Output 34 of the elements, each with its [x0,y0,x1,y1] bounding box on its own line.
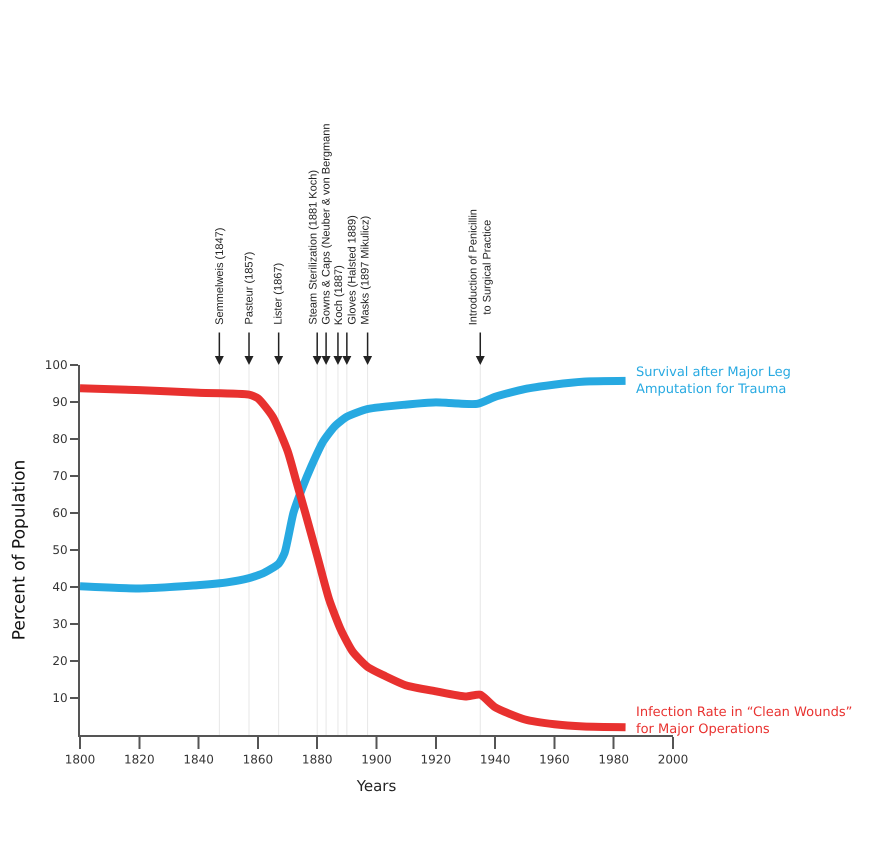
x-tick-label: 1880 [302,752,332,766]
x-tick-label: 2000 [658,752,688,766]
ref-line-label: Pasteur (1857) [244,252,256,325]
ref-line-label: Steam Sterilization (1881 Koch) [308,170,320,325]
x-tick-label: 1900 [361,752,392,766]
series-label: Infection Rate in “Clean Wounds” for Major Operations [636,705,852,737]
y-tick-label: 10 [52,691,68,706]
x-tick-label: 1920 [420,752,452,766]
x-tick-label: 1840 [183,752,214,766]
x-tick-label: 1820 [124,752,155,766]
ref-line-label: Gowns & Caps (Neuber & von Bergmann [320,123,333,325]
y-tick-label: 80 [52,432,68,446]
x-tick-label: 1800 [64,752,96,766]
series-label: Survival after Major Leg Amputation for Trauma [636,365,791,397]
y-tick-label: 70 [52,469,68,484]
y-tick-label: 30 [52,617,68,632]
y-tick-label: 60 [52,506,68,520]
ref-line-label: Masks (1897 Mikulicz) [360,216,372,325]
x-tick-label: 1940 [480,752,510,766]
y-tick-label: 20 [52,654,68,668]
ref-line-label: Lister (1867) [272,262,285,325]
ref-line-label: Koch (1887) [333,265,346,326]
ref-line-label: Gloves (Halsted 1889) [346,215,359,325]
x-tick-label: 1980 [598,752,629,766]
y-tick-label: 50 [52,543,68,558]
y-tick-label: 90 [52,395,68,410]
x-tick-label: 1860 [242,752,274,766]
ref-line-label: Semmelweis (1847) [214,228,226,325]
y-tick-label: 100 [44,358,68,372]
y-axis-title: Percent of Population [10,460,30,640]
y-tick-label: 40 [52,580,68,594]
x-axis-title: Years [356,776,396,795]
ref-line-label: Introduction of Penicillin to Surgical Practice [467,209,494,326]
x-tick-label: 1960 [539,752,570,766]
